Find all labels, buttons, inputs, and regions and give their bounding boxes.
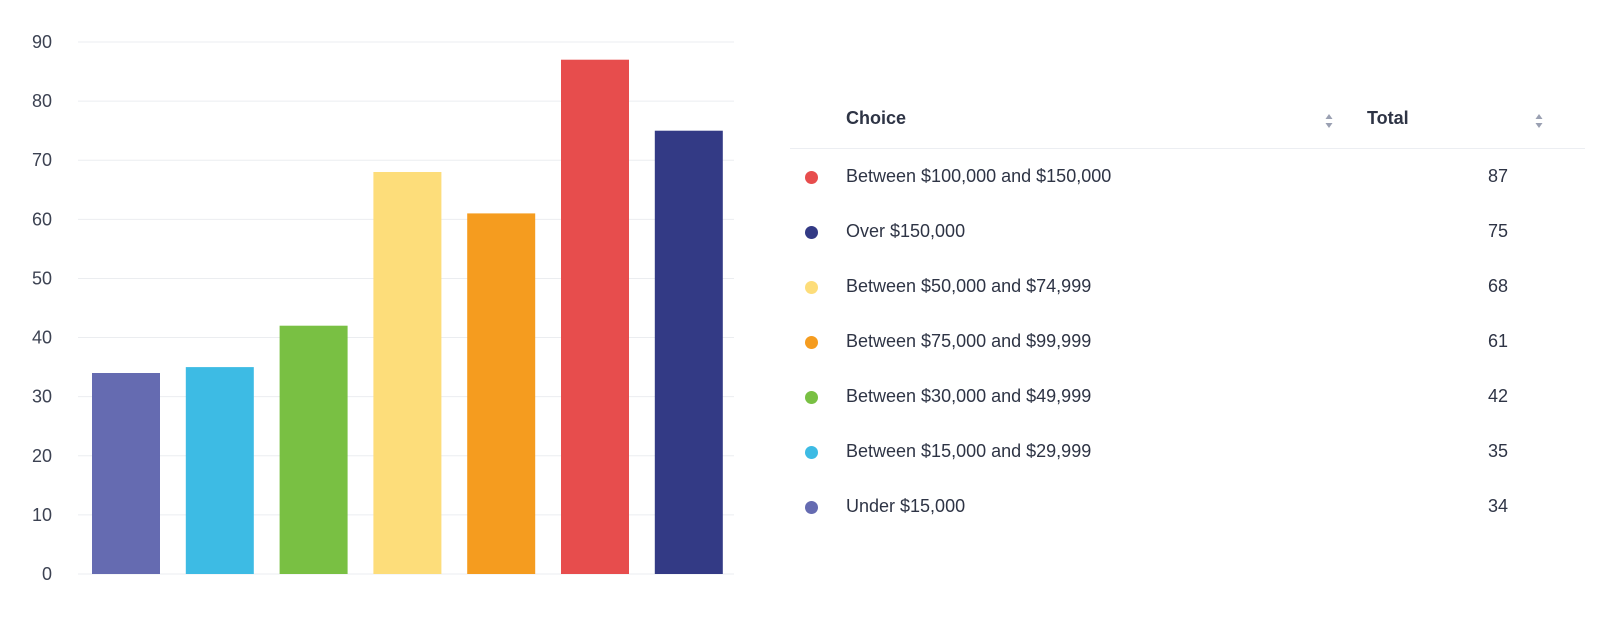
table-row: Between $15,000 and $29,999 35 <box>790 424 1585 479</box>
table-row: Between $100,000 and $150,000 87 <box>790 149 1585 204</box>
total-value: 35 <box>1487 441 1508 461</box>
y-tick-label: 40 <box>32 328 52 348</box>
bar[interactable] <box>185 367 254 574</box>
results-table: Choice Total Between $100,000 and $150,0… <box>790 94 1585 534</box>
y-tick-label: 90 <box>32 32 52 52</box>
bar[interactable] <box>92 373 160 574</box>
y-tick-label: 50 <box>32 268 52 288</box>
sort-updown-icon[interactable] <box>1324 112 1334 130</box>
table-header: Choice Total <box>790 94 1585 149</box>
bar[interactable] <box>373 172 442 574</box>
y-tick-label: 80 <box>32 91 52 111</box>
y-tick-label: 70 <box>32 150 52 170</box>
total-value: 87 <box>1487 166 1508 186</box>
table-row: Between $75,000 and $99,999 61 <box>790 314 1585 369</box>
choice-label: Between $15,000 and $29,999 <box>846 441 1092 461</box>
total-value: 34 <box>1487 496 1508 516</box>
legend-color-dot <box>805 226 818 239</box>
y-tick-label: 60 <box>32 209 52 229</box>
y-axis-ticks: 0 10 20 30 40 50 60 70 80 90 <box>32 32 52 584</box>
legend-color-dot <box>805 446 818 459</box>
legend-color-dot <box>805 391 818 404</box>
total-value: 68 <box>1487 276 1508 296</box>
table-row: Between $30,000 and $49,999 42 <box>790 369 1585 424</box>
bar[interactable] <box>279 325 348 574</box>
choice-label: Over $150,000 <box>846 221 966 241</box>
bars <box>92 59 723 574</box>
legend-color-dot <box>805 336 818 349</box>
table-row: Over $150,000 75 <box>790 204 1585 259</box>
bar-chart-svg: 0 10 20 30 40 50 60 70 80 90 <box>32 32 734 584</box>
choice-label: Between $30,000 and $49,999 <box>846 386 1092 406</box>
table-row: Under $15,000 34 <box>790 479 1585 534</box>
legend-color-dot <box>805 501 818 514</box>
y-tick-label: 10 <box>32 505 52 525</box>
legend-color-dot <box>805 281 818 294</box>
column-header-total[interactable]: Total <box>1367 108 1409 128</box>
table-body: Between $100,000 and $150,000 87 Over $150… <box>790 149 1585 534</box>
choice-label: Between $75,000 and $99,999 <box>846 331 1092 351</box>
y-tick-label: 0 <box>42 564 52 584</box>
bar-chart: 0 10 20 30 40 50 60 70 80 90 <box>0 0 760 628</box>
table-row: Between $50,000 and $74,999 68 <box>790 259 1585 314</box>
bar[interactable] <box>561 59 629 574</box>
total-value: 75 <box>1487 221 1508 241</box>
y-tick-label: 30 <box>32 387 52 407</box>
choice-label: Between $50,000 and $74,999 <box>846 276 1092 296</box>
choice-label: Between $100,000 and $150,000 <box>846 166 1112 186</box>
column-header-choice[interactable]: Choice <box>846 108 907 128</box>
total-value: 61 <box>1487 331 1508 351</box>
legend-color-dot <box>805 171 818 184</box>
choice-label: Under $15,000 <box>846 496 966 516</box>
sort-updown-icon[interactable] <box>1534 112 1544 130</box>
bar[interactable] <box>467 213 536 574</box>
y-tick-label: 20 <box>32 446 52 466</box>
total-value: 42 <box>1487 386 1508 406</box>
bar[interactable] <box>654 130 723 574</box>
